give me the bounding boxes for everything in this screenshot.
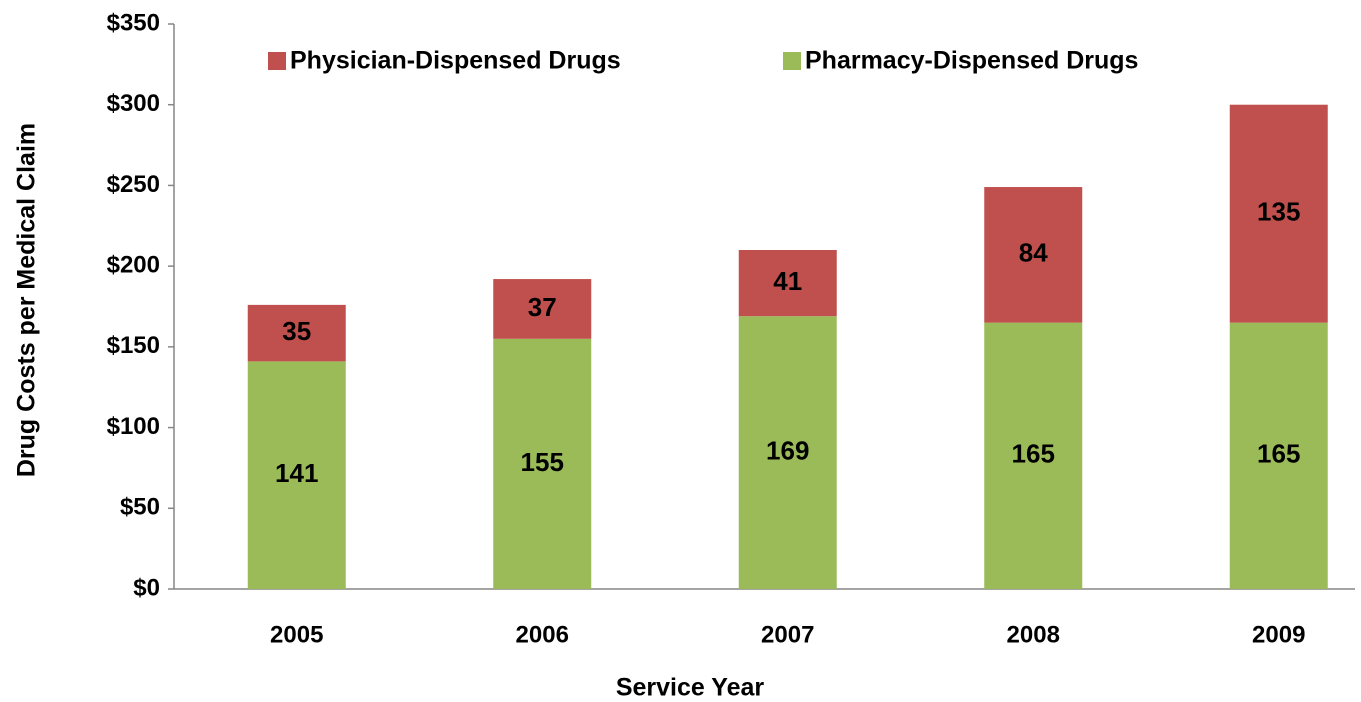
y-tick-label: $0: [133, 574, 160, 601]
bar-segment: [493, 338, 592, 589]
data-label: 165: [1012, 439, 1055, 469]
data-label: 169: [766, 435, 809, 465]
x-tick-label: 2006: [516, 621, 569, 648]
y-tick-label: $100: [107, 413, 160, 440]
y-tick-label: $200: [107, 251, 160, 278]
bar-segment: [493, 279, 592, 339]
y-tick-label: $250: [107, 171, 160, 198]
bar-segment: [1229, 322, 1328, 589]
y-tick-label: $50: [120, 494, 160, 521]
x-tick-label: 2007: [761, 621, 814, 648]
data-label: 141: [275, 458, 318, 488]
legend-label: Pharmacy-Dispensed Drugs: [805, 47, 1138, 75]
y-axis-title: Drug Costs per Medical Claim: [13, 123, 41, 477]
y-tick-label: $150: [107, 332, 160, 359]
y-tick-label: $300: [107, 90, 160, 117]
bar-segment: [984, 322, 1083, 589]
data-label: 155: [521, 447, 564, 477]
x-tick-label: 2009: [1252, 621, 1305, 648]
data-label: 165: [1257, 439, 1300, 469]
data-label: 84: [1019, 238, 1048, 268]
legend-label: Physician-Dispensed Drugs: [290, 47, 621, 75]
bar-segment: [984, 187, 1083, 323]
legend-swatch: [268, 52, 286, 70]
data-label: 41: [773, 266, 802, 296]
x-tick-label: 2008: [1007, 621, 1060, 648]
data-label: 37: [528, 292, 557, 322]
bar-segment: [1229, 104, 1328, 323]
bar-segment: [738, 250, 837, 317]
data-label: 135: [1257, 197, 1300, 227]
bar-segment: [247, 361, 346, 589]
legend-swatch: [783, 52, 801, 70]
bar-segment: [738, 316, 837, 589]
data-label: 35: [282, 316, 311, 346]
x-tick-label: 2005: [270, 621, 323, 648]
x-axis-title: Service Year: [616, 674, 765, 702]
y-tick-label: $350: [107, 9, 160, 36]
bar-segment: [247, 304, 346, 362]
